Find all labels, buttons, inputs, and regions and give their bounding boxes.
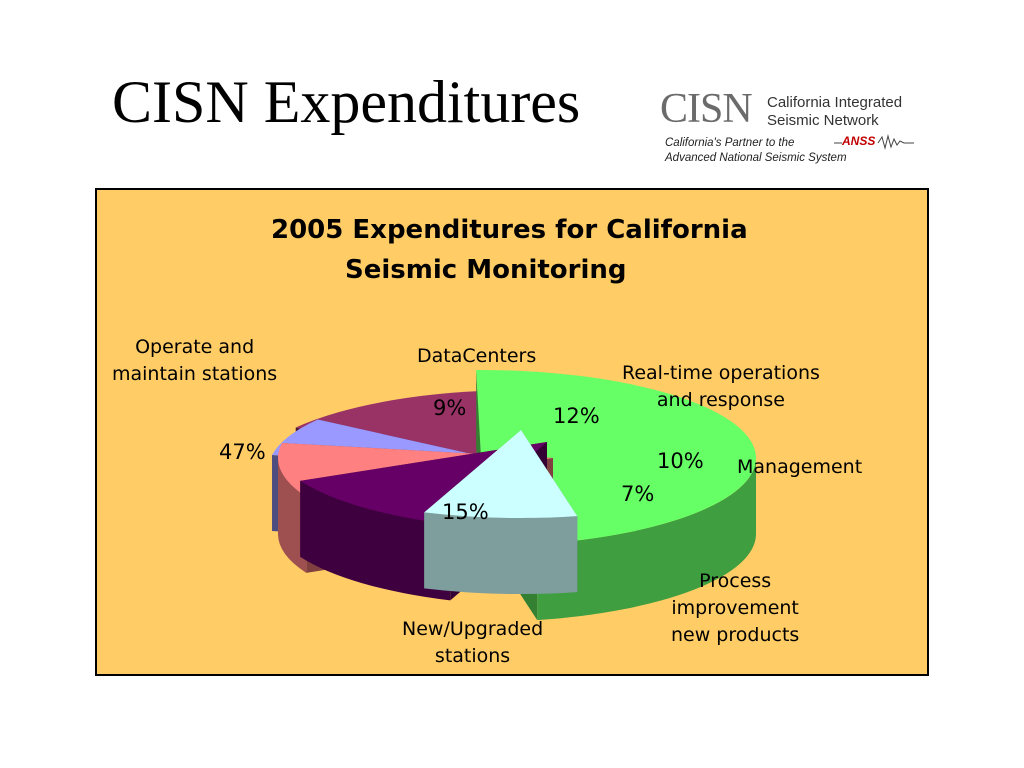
logo-tagline: California's Partner to the Advanced Nat… bbox=[665, 136, 847, 166]
chart-title: 2005 Expenditures for California Seismic… bbox=[271, 210, 871, 290]
anss-mark: ANSS bbox=[834, 134, 914, 150]
slice-name-line: New/Upgraded bbox=[402, 618, 544, 640]
slice-value-label-3: 12% bbox=[553, 404, 600, 428]
slice-name-label-6: New/Upgraded stations bbox=[402, 616, 543, 670]
slice-name-line: stations bbox=[434, 645, 511, 667]
slice-name-label-3: Real-time operations and response bbox=[622, 360, 820, 414]
slice-value-label-1: 47% bbox=[219, 440, 266, 464]
slice-name-line: maintain stations bbox=[112, 363, 278, 385]
slice-value-label-2: 9% bbox=[433, 396, 467, 420]
slice-value-label-5: 7% bbox=[621, 482, 655, 506]
pie-chart bbox=[272, 370, 757, 621]
slice-name-line: and response bbox=[656, 389, 785, 411]
logo-tagline-line2: Advanced National Seismic System bbox=[665, 152, 847, 164]
pie-slice-rim bbox=[300, 480, 451, 601]
logo-mark: CISN bbox=[660, 86, 753, 132]
slice-value-label-4: 10% bbox=[657, 449, 704, 473]
anss-text: ANSS bbox=[842, 134, 876, 148]
chart-panel: 2005 Expenditures for California Seismic… bbox=[95, 188, 929, 676]
pie-slice-top bbox=[424, 430, 578, 518]
slice-name-line: Management bbox=[737, 456, 863, 478]
slice-name-label-1: Operate and maintain stations bbox=[112, 334, 277, 388]
slice-value-label-6: 15% bbox=[442, 500, 489, 524]
logo-tagline-line1: California's Partner to the bbox=[665, 137, 795, 149]
slide-title: CISN Expenditures bbox=[112, 69, 581, 135]
slice-name-line: Real-time operations bbox=[622, 362, 820, 384]
slice-name-line: new products bbox=[671, 624, 800, 646]
chart-title-line1: 2005 Expenditures for California bbox=[271, 215, 748, 245]
chart-title-line2: Seismic Monitoring bbox=[345, 255, 627, 285]
slice-name-line: improvement bbox=[671, 597, 799, 619]
seismogram-icon bbox=[834, 134, 914, 150]
slice-name-label-4: Management bbox=[737, 454, 862, 481]
pie-slice-rim bbox=[278, 458, 307, 573]
slice-name-line: Operate and bbox=[135, 336, 255, 358]
logo-name-line1: California Integrated bbox=[767, 94, 903, 111]
pie-slice-rim bbox=[424, 512, 578, 594]
slice-name-line: DataCenters bbox=[417, 345, 537, 367]
logo-name: California Integrated Seismic Network bbox=[767, 94, 902, 130]
pie-slice-2 bbox=[424, 430, 578, 594]
cisn-logo: CISN California Integrated Seismic Netwo… bbox=[660, 88, 930, 172]
slice-name-line: Process bbox=[699, 570, 772, 592]
slice-name-label-5: Process improvement new products bbox=[671, 568, 799, 649]
pie-slice-rim bbox=[537, 458, 756, 621]
logo-name-line2: Seismic Network bbox=[767, 112, 879, 129]
slice-name-label-2: DataCenters bbox=[417, 343, 536, 370]
